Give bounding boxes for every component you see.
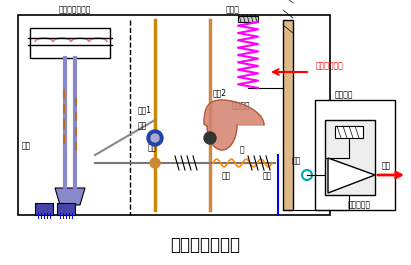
Text: 挡板: 挡板: [263, 171, 272, 180]
Bar: [283, 20, 293, 210]
Text: 气动薄膜调节阀: 气动薄膜调节阀: [59, 5, 91, 14]
Circle shape: [204, 132, 216, 144]
Text: 气动阀门定位器: 气动阀门定位器: [170, 236, 240, 254]
Text: 弹簧: 弹簧: [222, 171, 231, 180]
Circle shape: [147, 130, 163, 146]
Text: 轴: 轴: [240, 145, 245, 154]
FancyBboxPatch shape: [18, 15, 330, 215]
Text: 挺杆: 挺杆: [148, 143, 157, 152]
Bar: [315, 100, 395, 210]
Text: 波纹管: 波纹管: [226, 5, 240, 14]
Text: 杠杆2: 杠杆2: [213, 88, 227, 97]
Polygon shape: [328, 158, 375, 193]
Bar: [325, 120, 375, 195]
Text: 喷嘴: 喷嘴: [292, 156, 301, 165]
Circle shape: [151, 134, 159, 142]
Polygon shape: [55, 188, 85, 205]
Text: 气源: 气源: [382, 161, 391, 170]
Bar: [35, 203, 53, 215]
Text: 杠杆1: 杠杆1: [138, 105, 152, 114]
Polygon shape: [204, 100, 264, 150]
Circle shape: [150, 158, 160, 168]
Text: 偏心凸轮: 偏心凸轮: [232, 101, 250, 110]
Bar: [238, 16, 258, 22]
Text: 平板: 平板: [22, 141, 31, 150]
Text: 恒节流孔: 恒节流孔: [335, 90, 353, 99]
Bar: [57, 203, 75, 215]
Text: 滚轮: 滚轮: [138, 121, 147, 130]
Bar: [335, 126, 363, 138]
FancyBboxPatch shape: [30, 28, 110, 58]
Text: 气动放大器: 气动放大器: [348, 200, 371, 209]
Text: 压力信号输入: 压力信号输入: [316, 61, 344, 70]
